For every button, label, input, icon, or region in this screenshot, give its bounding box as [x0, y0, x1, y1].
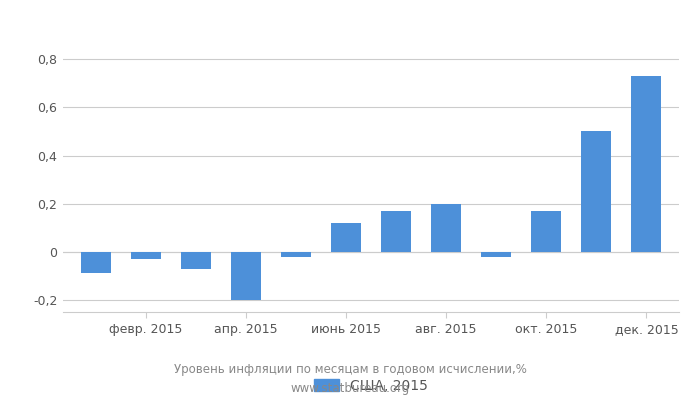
Legend: США, 2015: США, 2015	[314, 379, 428, 393]
Text: www.statbureau.org: www.statbureau.org	[290, 382, 410, 395]
Bar	[131, 252, 161, 259]
Bar	[281, 252, 311, 257]
Bar	[581, 132, 611, 252]
Bar	[531, 211, 561, 252]
Bar	[231, 252, 261, 300]
Bar	[80, 252, 111, 274]
Text: Уровень инфляции по месяцам в годовом исчислении,%: Уровень инфляции по месяцам в годовом ис…	[174, 364, 526, 376]
Bar	[431, 204, 461, 252]
Bar	[381, 211, 411, 252]
Bar	[181, 252, 211, 269]
Bar	[481, 252, 511, 257]
Bar	[331, 223, 361, 252]
Bar	[631, 76, 661, 252]
